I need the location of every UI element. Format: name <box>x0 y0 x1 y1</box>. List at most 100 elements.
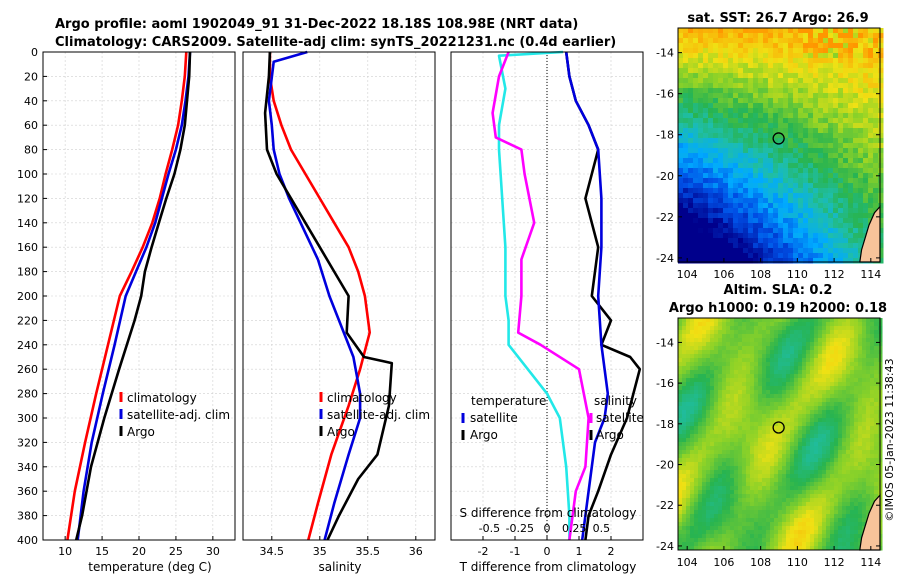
map-cell <box>682 510 687 515</box>
map-cell <box>878 73 884 79</box>
map-cell <box>786 422 791 427</box>
map-cell <box>713 133 719 139</box>
map-cell <box>833 233 839 239</box>
map-cell <box>738 410 743 415</box>
map-cell <box>786 446 791 451</box>
map-cell <box>838 218 844 224</box>
map-cell <box>838 168 844 174</box>
map-cell <box>706 358 711 363</box>
map-cell <box>790 334 795 339</box>
map-cell <box>688 83 694 89</box>
map-cell <box>693 168 699 174</box>
map-cell <box>782 414 787 419</box>
map-cell <box>833 183 839 189</box>
map-cell <box>758 522 763 527</box>
map-cell <box>843 198 849 204</box>
map-cell <box>862 382 867 387</box>
map-cell <box>754 346 759 351</box>
map-cell <box>758 128 764 134</box>
map-cell <box>874 434 879 439</box>
map-cell <box>698 502 703 507</box>
map-cell <box>826 426 831 431</box>
map-cell <box>714 338 719 343</box>
map-cell <box>703 33 709 39</box>
map-cell <box>766 350 771 355</box>
map-cell <box>790 366 795 371</box>
map-cell <box>734 494 739 499</box>
map-cell <box>868 103 874 109</box>
map-cell <box>838 33 844 39</box>
map-cell <box>708 218 714 224</box>
map-cell <box>778 113 784 119</box>
map-cell <box>722 458 727 463</box>
map-cell <box>698 123 704 129</box>
map-cell <box>862 462 867 467</box>
map-cell <box>846 414 851 419</box>
map-cell <box>738 534 743 539</box>
map-cell <box>788 188 794 194</box>
map-cell <box>818 258 824 264</box>
map-cell <box>710 354 715 359</box>
map-cell <box>818 188 824 194</box>
map-cell <box>762 490 767 495</box>
map-cell <box>678 334 683 339</box>
map-cell <box>863 103 869 109</box>
map-cell <box>858 418 863 423</box>
map-cell <box>702 418 707 423</box>
map-cell <box>866 346 871 351</box>
map-cell <box>873 143 879 149</box>
map-cell <box>818 426 823 431</box>
map-cell <box>806 330 811 335</box>
map-cell <box>743 33 749 39</box>
map-cell <box>878 238 884 244</box>
map-cell <box>706 354 711 359</box>
map-cell <box>798 243 804 249</box>
map-cell <box>754 326 759 331</box>
map-cell <box>806 446 811 451</box>
map-cell <box>850 442 855 447</box>
map-cell <box>758 370 763 375</box>
map-cell <box>838 358 843 363</box>
map-cell <box>678 123 684 129</box>
map-cell <box>858 118 864 124</box>
map-cell <box>734 506 739 511</box>
map-cell <box>818 518 823 523</box>
map-cell <box>810 422 815 427</box>
map-cell <box>763 83 769 89</box>
map-cell <box>862 414 867 419</box>
map-cell <box>722 530 727 535</box>
map-cell <box>768 233 774 239</box>
map-cell <box>762 378 767 383</box>
map-cell <box>746 426 751 431</box>
map-cell <box>728 113 734 119</box>
map-cell <box>778 422 783 427</box>
map-cell <box>754 394 759 399</box>
map-cell <box>858 342 863 347</box>
map-cell <box>803 233 809 239</box>
map-cell <box>830 378 835 383</box>
map-cell <box>750 438 755 443</box>
map-cell <box>853 83 859 89</box>
map-cell <box>702 438 707 443</box>
map-cell <box>694 414 699 419</box>
map-cell <box>862 426 867 431</box>
map-cell <box>818 450 823 455</box>
map-cell <box>843 98 849 104</box>
map-cell <box>698 442 703 447</box>
map-cell <box>793 83 799 89</box>
map-cell <box>750 378 755 383</box>
map-cell <box>734 474 739 479</box>
map-cell <box>802 406 807 411</box>
map-cell <box>843 238 849 244</box>
map-cell <box>858 462 863 467</box>
map-cell <box>782 494 787 499</box>
map-cell <box>738 153 744 159</box>
map-cell <box>822 506 827 511</box>
map-cell <box>814 474 819 479</box>
map-cell <box>726 534 731 539</box>
map-cell <box>842 394 847 399</box>
map-cell <box>738 362 743 367</box>
map-cell <box>834 526 839 531</box>
map-cell <box>846 318 851 323</box>
map-cell <box>750 358 755 363</box>
